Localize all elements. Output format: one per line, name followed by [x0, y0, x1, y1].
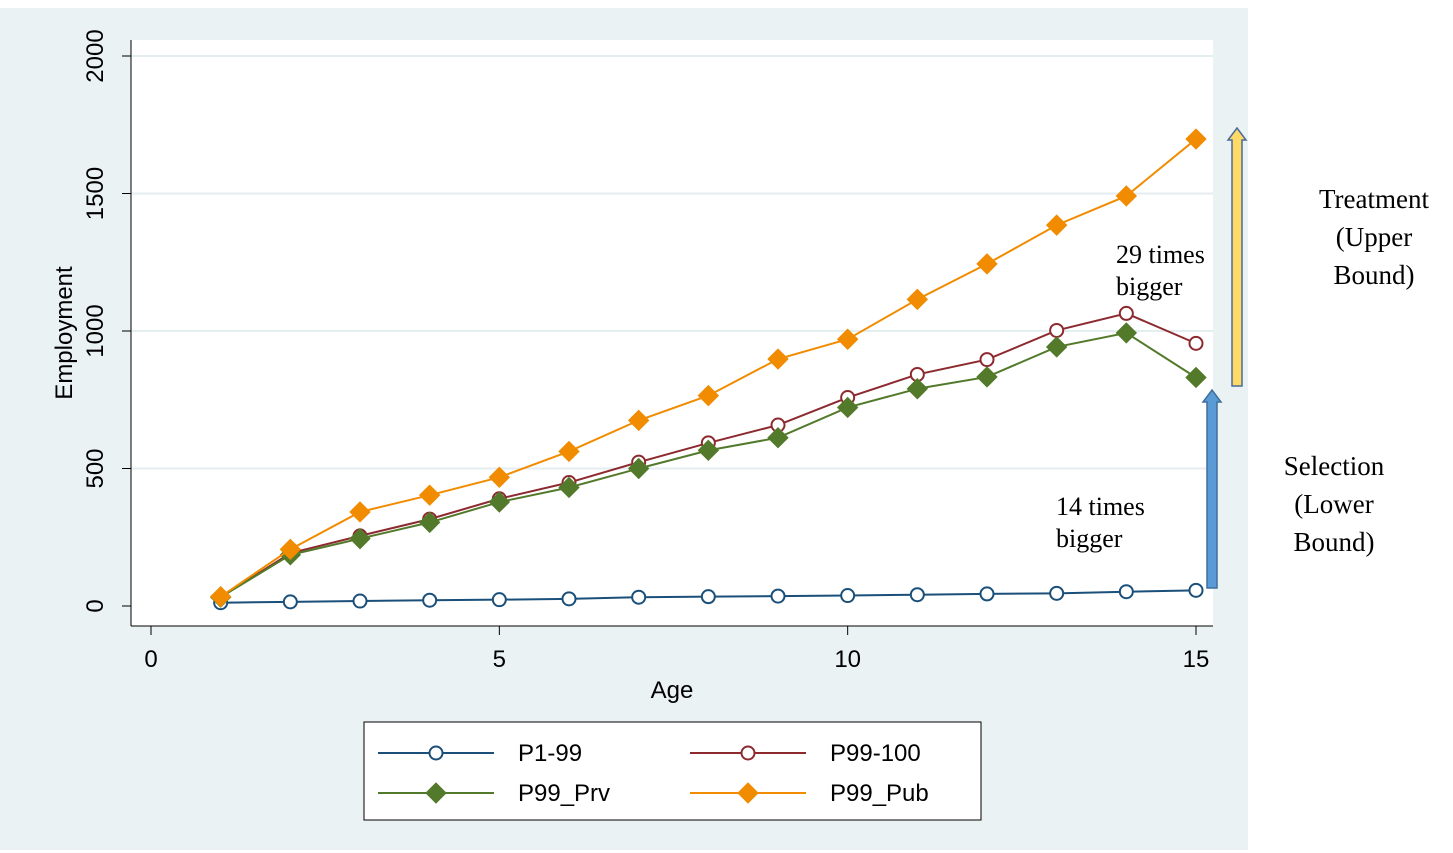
series-p1-99-point [1049, 585, 1065, 601]
legend: P1-99 P99-100 P99_Prv P99_Pub [363, 721, 982, 821]
series-p99-pub-point [418, 484, 441, 506]
series-p99-pub-point [976, 253, 998, 275]
x-tick-label: 5 [493, 646, 506, 673]
series-p99-prv-point [767, 426, 789, 449]
annotation-lower-ratio: 14 times bigger [1056, 492, 1145, 553]
series-p99-prv-point [349, 527, 371, 550]
series-p1-99-point [909, 587, 925, 603]
y-tick-label: 500 [82, 448, 109, 488]
lower-bound-arrow [1201, 388, 1223, 589]
y-axis-label: Employment [51, 266, 78, 400]
series-p99-prv-point [976, 366, 998, 388]
series-p99-pub-point [349, 501, 371, 523]
annotation-selection-line: Bound) [1294, 527, 1375, 557]
series-p99-pub-point [1045, 214, 1068, 236]
legend-swatch-marker [737, 782, 759, 804]
series-p99-prv-point [558, 476, 580, 499]
annotation-selection-line: (Lower [1294, 489, 1373, 519]
y-tick-label: 2000 [82, 29, 109, 82]
series-p1-99-point [840, 588, 856, 604]
series-p99-pub-point [1115, 185, 1138, 207]
legend-item-p99-prv: P99_Prv [378, 780, 610, 807]
series-p99-pub-point [558, 440, 580, 463]
series-p1-99-point [561, 591, 577, 607]
x-tick-label: 15 [1183, 646, 1210, 673]
series-p99-pub-point [767, 348, 789, 370]
series-p99-100-point [1118, 305, 1134, 321]
series-p1-99-point [422, 592, 438, 608]
series-p1-99 [213, 582, 1204, 611]
annotation-selection-line: Selection [1284, 451, 1385, 481]
series-p1-99-point [979, 586, 995, 602]
annotation-treatment-line: (Upper [1336, 222, 1412, 252]
legend-label: P99_Prv [518, 780, 610, 807]
series-p99-100-point [1049, 322, 1065, 338]
annotation-selection: Selection (Lower Bound) [1284, 451, 1385, 557]
series-p99-prv-point [418, 511, 441, 534]
annotation-lower-ratio-line: bigger [1056, 524, 1123, 553]
series-p99-pub-point [209, 585, 232, 608]
annotation-upper-ratio: 29 times bigger [1116, 240, 1205, 301]
series-p1-99-point [282, 594, 298, 610]
series-p99-pub-point [906, 288, 929, 311]
series-p99-pub-point [627, 409, 650, 432]
annotation-upper-ratio-line: bigger [1116, 272, 1183, 301]
series-p99-pub-point [488, 466, 511, 489]
annotation-treatment-line: Bound) [1334, 260, 1415, 290]
series-p1-99-point [1118, 584, 1134, 600]
annotation-upper-ratio-line: 29 times [1116, 240, 1205, 269]
series-p1-99-point [1188, 582, 1204, 598]
grid-lines [131, 55, 1213, 470]
legend-item-p1-99: P1-99 [378, 740, 582, 767]
annotation-lower-ratio-line: 14 times [1056, 492, 1145, 521]
series-p99-prv-point [906, 378, 929, 400]
x-axis-label: Age [651, 677, 694, 704]
series-p99-pub [209, 128, 1207, 608]
y-tick-label: 1500 [82, 167, 109, 220]
annotation-treatment-line: Treatment [1319, 184, 1429, 214]
annotation-treatment: Treatment (Upper Bound) [1319, 184, 1429, 290]
series-p99-prv-point [488, 491, 511, 513]
upper-bound-arrow [1226, 126, 1248, 387]
series-p1-99-point [352, 593, 368, 609]
series-p99-pub-point [279, 538, 302, 561]
series-p99-100-point [979, 352, 995, 368]
annotations: 29 times bigger 14 times bigger Treatment (Up… [1056, 184, 1429, 557]
legend-swatch-marker [740, 745, 756, 761]
bound-arrows [1201, 126, 1248, 589]
series-p1-99-point [770, 588, 786, 604]
legend-label: P99_Pub [830, 780, 929, 807]
series-p99-100-point [1188, 335, 1204, 351]
legend-item-p99-100: P99-100 [690, 740, 921, 767]
series-p99-prv-point [836, 396, 859, 419]
series-p99-pub-point [1185, 128, 1207, 150]
series-p99-pub-point [836, 328, 859, 350]
legend-swatch-marker [425, 782, 447, 804]
legend-label: P1-99 [518, 740, 582, 767]
x-tick-label: 0 [144, 646, 157, 673]
legend-box [363, 721, 982, 821]
x-tick-label: 10 [834, 646, 861, 673]
legend-label: P99-100 [830, 740, 921, 767]
series-p1-99-point [491, 592, 507, 608]
series-p99-pub-point [697, 384, 720, 407]
series-p1-99-point [631, 589, 647, 605]
series-p1-99-point [700, 589, 716, 605]
y-tick-label: 1000 [82, 304, 109, 357]
series-p99-prv-point [1115, 322, 1138, 344]
series-p99-prv-point [697, 439, 720, 462]
plot-area [131, 40, 1213, 626]
series-lines [209, 128, 1207, 611]
legend-swatch-marker [428, 745, 444, 761]
series-p99-prv-point [627, 457, 650, 480]
y-tick-label: 0 [82, 599, 109, 612]
axis-ticks: 0 500 1000 1500 2000 0 5 10 15 [82, 29, 1209, 673]
series-p99-prv-point [1185, 366, 1207, 389]
series-p99-prv-point [1045, 336, 1068, 358]
legend-item-p99-pub: P99_Pub [690, 780, 929, 807]
